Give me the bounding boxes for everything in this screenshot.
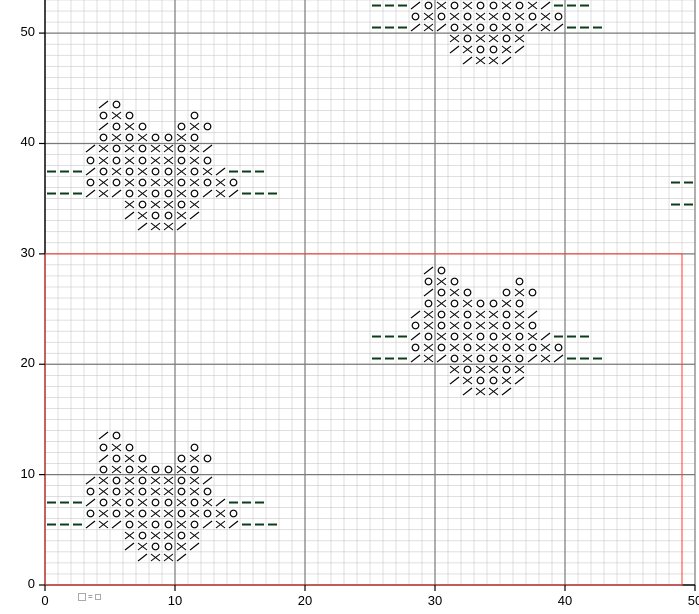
legend-box-left	[78, 593, 86, 601]
knitting-chart: = 0 10 20 30 40 50 0 10 20 30 40 50	[0, 0, 699, 614]
x-tick-label: 30	[425, 593, 445, 608]
legend-eq: =	[88, 592, 93, 601]
y-tick-label: 10	[21, 466, 35, 481]
y-tick-label: 40	[21, 134, 35, 149]
y-tick-label: 50	[21, 24, 35, 39]
y-tick-label: 0	[28, 576, 35, 591]
y-tick-label: 30	[21, 245, 35, 260]
grid	[0, 0, 699, 614]
legend: =	[78, 592, 101, 601]
x-tick-label: 0	[35, 593, 55, 608]
y-tick-label: 20	[21, 355, 35, 370]
x-tick-label: 20	[295, 593, 315, 608]
x-tick-label: 50	[685, 593, 699, 608]
x-tick-label: 10	[165, 593, 185, 608]
legend-box-right	[95, 594, 101, 600]
x-tick-label: 40	[555, 593, 575, 608]
